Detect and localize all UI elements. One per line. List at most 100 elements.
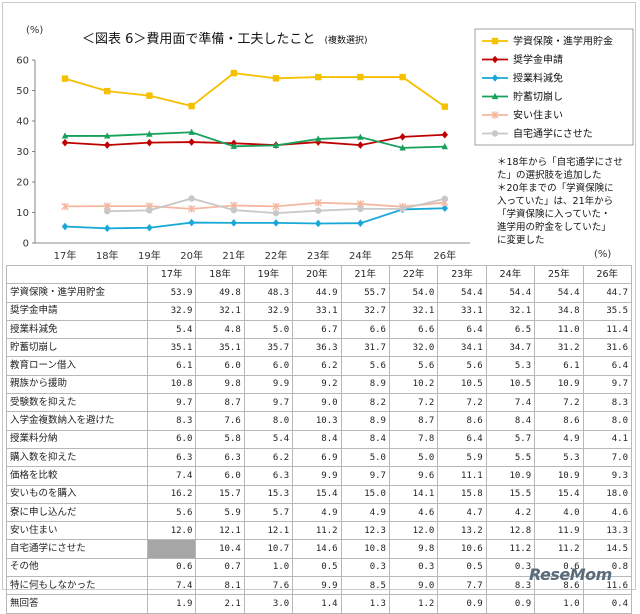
- data-point: [188, 128, 195, 135]
- value-cell: 16.2: [146, 484, 197, 504]
- legend-swatch-marker: [491, 74, 499, 82]
- legend-swatch-marker: [491, 37, 499, 45]
- row-label: 無回答: [6, 594, 148, 614]
- table-row: 親族から援助 10.8 9.8 9.9 9.2 8.9 10.2 10.5 10.5 10.9 9.…: [6, 374, 633, 395]
- value-cell: 12.0: [388, 521, 439, 541]
- value-cell: 9.7: [340, 466, 390, 486]
- value-cell: 1.2: [388, 594, 439, 614]
- table-row: 特に何もしなかった 7.4 8.1 7.6 9.9 8.5 9.0 7.7 8.3 8.6 11.6: [6, 576, 633, 596]
- value-cell: 6.0: [243, 356, 294, 376]
- chart-title: ＜図表 6＞費用面で準備・工夫したこと (複数選択): [82, 28, 368, 47]
- value-cell: 6.3: [146, 447, 197, 468]
- legend-label: 学資保険・進学用貯金: [513, 35, 613, 48]
- value-cell: 10.6: [437, 539, 487, 559]
- value-cell: 32.1: [388, 301, 439, 321]
- value-cell: 31.2: [534, 338, 584, 358]
- value-cell: 0.7: [195, 557, 245, 578]
- table-row: 授業料分納 6.0 5.8 5.4 8.4 8.4 7.8 6.4 5.7 4.9 4.1: [6, 429, 633, 449]
- value-cell: 12.0: [146, 521, 197, 541]
- value-cell: 4.9: [340, 502, 390, 523]
- value-cell: 7.0: [582, 447, 633, 468]
- value-cell: 32.1: [485, 301, 536, 321]
- value-cell: 8.4: [292, 429, 342, 449]
- note-line: に変更した: [497, 234, 545, 246]
- value-cell: 6.2: [292, 356, 342, 376]
- series-4: [61, 128, 448, 151]
- value-cell: 12.1: [195, 521, 245, 541]
- value-cell: 18.0: [582, 484, 633, 504]
- value-cell: 32.7: [340, 301, 390, 321]
- value-cell: 0.5: [437, 557, 487, 578]
- value-cell: 1.9: [146, 594, 197, 614]
- data-point: [272, 75, 280, 82]
- row-label: 受験数を抑えた: [6, 393, 148, 413]
- value-cell: 5.0: [243, 319, 294, 340]
- value-cell: 54.0: [388, 283, 439, 303]
- value-cell: 7.6: [243, 576, 294, 596]
- x-tick-label: 21年: [222, 249, 245, 262]
- data-point: [315, 73, 322, 81]
- value-cell: 54.4: [534, 283, 584, 303]
- value-cell: 10.4: [195, 539, 245, 559]
- value-cell: 1.0: [534, 594, 584, 614]
- data-point: [230, 142, 237, 149]
- row-label: 奨学金申請: [6, 301, 148, 321]
- table-row: その他 0.6 0.7 1.0 0.5 0.3 0.3 0.5 0.3 0.6 0.8: [6, 557, 633, 578]
- value-cell: 10.3: [292, 411, 342, 431]
- data-table: 17年 18年 19年 20年 21年 22年 23年 24年 25年 26年 学資保険・進学用貯…: [6, 264, 633, 614]
- y-axis-unit: (%): [26, 25, 43, 36]
- row-label: 価格を比較: [6, 466, 148, 486]
- data-point: [61, 222, 69, 231]
- value-cell: 8.3: [582, 393, 633, 413]
- table-row: 寮に申し込んだ 5.6 5.9 5.7 4.9 4.9 4.6 4.7 4.2 4.0 4.6: [6, 502, 633, 523]
- legend-label: 自宅通学にさせた: [513, 127, 593, 140]
- value-cell: 10.9: [534, 466, 584, 486]
- value-cell: 6.3: [243, 466, 294, 486]
- data-point: [230, 206, 237, 214]
- value-cell: 54.4: [485, 283, 536, 303]
- value-cell: 44.7: [582, 283, 633, 303]
- data-point: [188, 195, 195, 202]
- value-cell: 14.6: [292, 539, 342, 559]
- x-tick-label: 24年: [349, 249, 372, 262]
- x-tick-label: 25年: [391, 249, 414, 262]
- value-cell: 4.1: [582, 429, 633, 449]
- value-cell: 1.4: [292, 594, 342, 614]
- y-tick-label: 0: [23, 239, 29, 250]
- value-cell: 44.9: [292, 283, 342, 303]
- x-tick-label: 20年: [180, 249, 203, 262]
- value-cell: 9.0: [388, 576, 439, 596]
- data-point: [314, 199, 322, 207]
- value-cell: 4.8: [195, 319, 245, 340]
- value-cell: 9.9: [243, 374, 294, 395]
- value-cell: 8.6: [437, 411, 487, 431]
- value-cell: 3.0: [243, 594, 294, 614]
- value-cell: 5.9: [195, 502, 245, 523]
- table-row: 受験数を抑えた 9.7 8.7 9.7 9.0 8.2 7.2 7.2 7.4 7.2 8.3: [6, 393, 633, 413]
- value-cell: 9.7: [243, 393, 294, 413]
- table-header-cell: 24年: [485, 264, 536, 285]
- value-cell: 31.6: [582, 338, 633, 358]
- chart-title-note: (複数選択): [325, 34, 368, 46]
- y-tick-label: 10: [16, 208, 29, 219]
- value-cell: 5.8: [195, 429, 245, 449]
- data-point: [272, 202, 280, 211]
- table-row: 無回答 1.9 2.1 3.0 1.4 1.3 1.2 0.9 0.9 1.0 0.4: [6, 594, 633, 614]
- data-point: [441, 143, 448, 150]
- data-point: [61, 138, 69, 147]
- value-cell: 9.7: [582, 374, 633, 395]
- value-cell: 32.9: [243, 301, 294, 321]
- data-point: [441, 195, 448, 202]
- legend-swatch-marker: [491, 55, 499, 64]
- legend-entry: 奨学金申請: [482, 53, 563, 66]
- value-cell: 15.3: [243, 484, 294, 504]
- value-cell: 5.7: [485, 429, 536, 449]
- value-cell: 31.7: [340, 338, 390, 358]
- data-point: [188, 218, 195, 227]
- table-row: 教育ローン借入 6.1 6.0 6.0 6.2 5.6 5.6 5.6 5.3 6.1 6.4: [6, 356, 633, 376]
- value-cell: 4.6: [582, 502, 633, 523]
- value-cell: 32.0: [388, 338, 439, 358]
- value-cell: 14.1: [388, 484, 439, 504]
- value-cell: 34.7: [485, 338, 536, 358]
- row-label: 学資保険・進学用貯金: [6, 283, 148, 303]
